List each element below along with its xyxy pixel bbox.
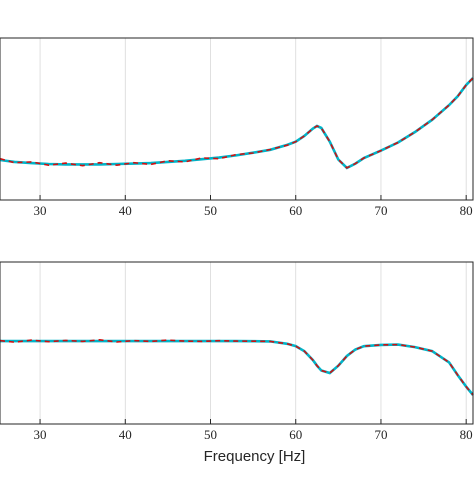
x-tick-label: 40 [119, 427, 132, 442]
x-tick-label: 80 [460, 203, 473, 218]
x-tick-label: 80 [460, 427, 473, 442]
axes-frame [0, 37, 474, 201]
x-tick-label: 60 [289, 203, 302, 218]
data-line [0, 338, 474, 396]
x-axis-label: Frequency [Hz] [204, 448, 306, 465]
x-tick-label: 50 [204, 203, 217, 218]
x-tick-label: 70 [374, 203, 387, 218]
x-tick-label: 50 [204, 427, 217, 442]
x-tick-label: 40 [119, 203, 132, 218]
plot-area [0, 38, 473, 200]
x-tick-label: 30 [34, 427, 47, 442]
x-tick-label: 30 [34, 203, 47, 218]
data-line [0, 77, 474, 170]
x-tick-label: 60 [289, 427, 302, 442]
x-tick-label: 70 [374, 427, 387, 442]
axes-frame [0, 261, 474, 425]
plot-area [0, 262, 473, 424]
